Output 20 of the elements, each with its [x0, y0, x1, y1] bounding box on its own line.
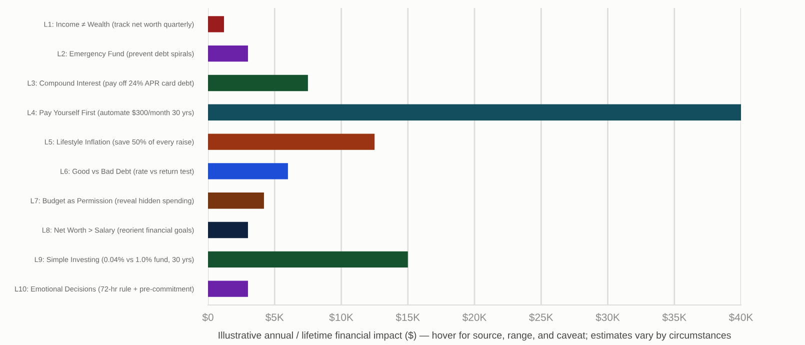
bar	[208, 192, 264, 209]
bar	[208, 45, 248, 62]
bar	[208, 280, 248, 297]
x-tick-label: $15K	[396, 313, 420, 322]
bar	[208, 251, 408, 268]
bar	[208, 16, 224, 32]
x-axis-title: Illustrative annual / lifetime financial impact ($) — hover for source, range, and caveat; estimates vary by circumstances	[218, 331, 731, 341]
bar	[208, 163, 288, 180]
bar	[208, 104, 741, 120]
bar	[208, 74, 308, 92]
x-tick-label: $35K	[662, 313, 686, 322]
x-tick-label: $30K	[596, 313, 620, 322]
x-tick-label: $25K	[529, 313, 554, 322]
x-tick-label: $10K	[329, 313, 354, 322]
x-tick-label: $20K	[462, 313, 487, 322]
x-tick-label: $0	[202, 313, 214, 322]
x-tick-label: $40K	[728, 313, 754, 322]
x-tick-label: $5K	[265, 313, 284, 322]
bar	[208, 222, 248, 238]
bar	[208, 134, 375, 150]
